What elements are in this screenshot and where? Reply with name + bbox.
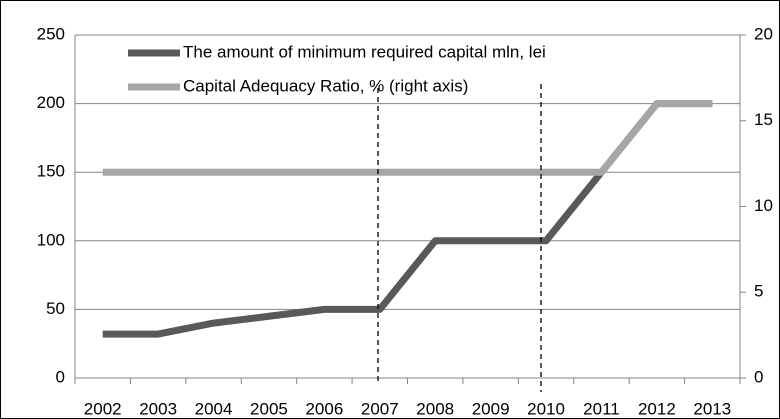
y2-tick-label: 15 (754, 110, 773, 129)
legend-label: Capital Adequacy Ratio, % (right axis) (183, 76, 468, 95)
x-tick-label: 2012 (638, 399, 676, 418)
x-tick-label: 2003 (139, 399, 177, 418)
x-tick-label: 2011 (583, 399, 620, 418)
x-tick-label: 2009 (472, 399, 510, 418)
x-tick-label: 2013 (693, 399, 731, 418)
series-line (102, 100, 713, 176)
x-tick-label: 2005 (250, 399, 288, 418)
legend-label: The amount of minimum required capital m… (183, 42, 546, 61)
x-tick-label: 2007 (361, 399, 399, 418)
y-tick-label: 0 (56, 367, 65, 386)
y2-tick-label: 20 (754, 24, 773, 43)
marks (102, 100, 713, 338)
y2-tick-label: 0 (754, 367, 763, 386)
y-tick-label: 50 (46, 299, 65, 318)
labels: 0 50 100 150 200 250 0 5 10 15 20 2002 2003 2004 2005 2… (37, 24, 773, 418)
x-tick-label: 2008 (416, 399, 454, 418)
y2-tick-label: 5 (754, 282, 763, 301)
x-tick-label: 2010 (527, 399, 565, 418)
y2-tick-label: 10 (754, 196, 773, 215)
y-tick-label: 250 (37, 24, 65, 43)
x-tick-label: 2002 (84, 399, 122, 418)
y-tick-label: 150 (37, 162, 65, 181)
grid (74, 34, 746, 384)
y-tick-label: 100 (37, 230, 65, 249)
y-tick-label: 200 (37, 93, 65, 112)
x-tick-label: 2006 (305, 399, 343, 418)
x-tick-label: 2004 (195, 399, 233, 418)
